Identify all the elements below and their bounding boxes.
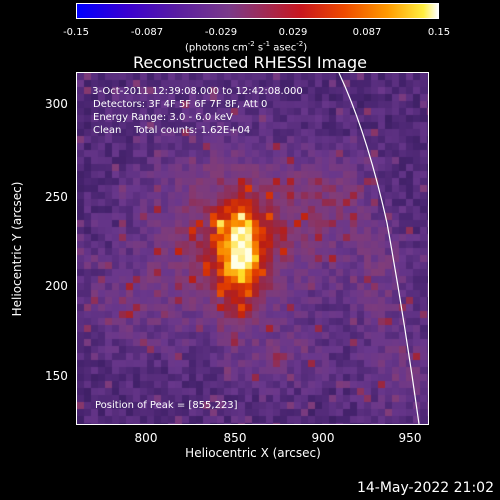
colorbar-unit-label: (photons cm-2 s-1 asec-2): [185, 40, 308, 54]
colorbar: [76, 3, 439, 19]
colorbar-tick: -0.029: [204, 27, 238, 38]
image-title: Reconstructed RHESSI Image: [133, 53, 367, 72]
colorbar-tick: -0.15: [63, 27, 89, 38]
peak-position-info: Position of Peak = [855,223]: [95, 400, 238, 411]
rhessi-image-canvas: [77, 73, 428, 424]
limb-line: [338, 73, 420, 424]
x-tick-label: 800: [134, 431, 158, 445]
x-axis-label: Heliocentric X (arcsec): [185, 446, 321, 460]
x-tick-label: 850: [223, 431, 247, 445]
y-axis-label: Heliocentric Y (arcsec): [10, 181, 24, 317]
colorbar-tick: 0.15: [427, 27, 451, 38]
clean-counts-info: Clean Total counts: 1.62E+04: [93, 125, 251, 136]
colorbar-tick: 0.029: [278, 27, 308, 38]
x-tick-label: 950: [398, 431, 422, 445]
timestamp: 14-May-2022 21:02: [356, 480, 494, 496]
y-tick-label: 250: [45, 190, 68, 204]
colorbar-tick: -0.087: [130, 27, 164, 38]
x-tick-label: 900: [311, 431, 335, 445]
y-tick-label: 300: [45, 97, 68, 111]
observation-time: 3-Oct-2011 12:39:08.000 to 12:42:08.000: [89, 86, 303, 97]
detectors-info: Detectors: 3F 4F 5F 6F 7F 8F, Att 0: [93, 99, 268, 110]
colorbar-tick: 0.087: [352, 27, 382, 38]
image-plot: 3-Oct-2011 12:39:08.000 to 12:42:08.000 …: [76, 72, 429, 425]
y-tick-label: 200: [45, 279, 68, 293]
energy-range-info: Energy Range: 3.0 - 6.0 keV: [93, 112, 233, 123]
y-tick-label: 150: [45, 369, 68, 383]
